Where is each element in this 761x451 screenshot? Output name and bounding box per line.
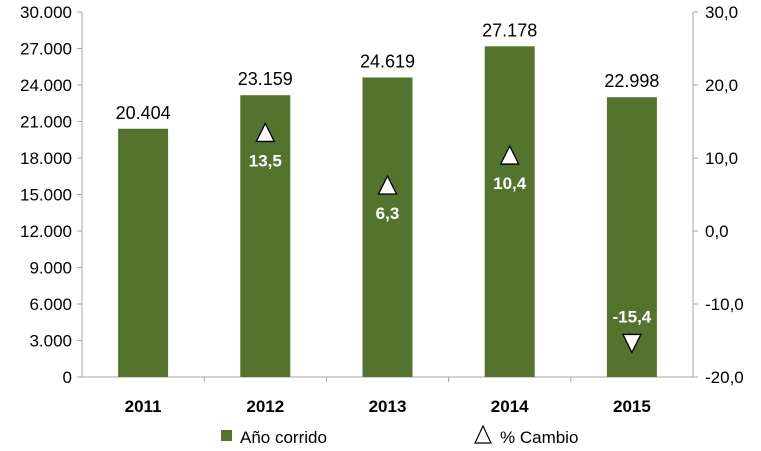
- legend-label-change: % Cambio: [500, 428, 578, 447]
- right-tick-label: -10,0: [705, 295, 744, 314]
- category-label: 2011: [125, 397, 162, 416]
- legend-triangle-icon: [474, 424, 492, 444]
- change-markers: 13,5 6,3 10,4 -15,4: [249, 121, 652, 354]
- left-tick-label: 30.000: [20, 3, 72, 22]
- right-tick-label: 10,0: [705, 149, 738, 168]
- left-axis-ticks: 0 3.000 6.000 9.000 12.000 15.000 18.000 21.000…: [20, 3, 82, 387]
- right-tick-label: 30,0: [705, 3, 738, 22]
- category-label: 2013: [369, 397, 407, 416]
- category-label: 2015: [613, 397, 651, 416]
- left-tick-label: 18.000: [20, 149, 72, 168]
- change-marker-up-icon: [255, 121, 276, 143]
- bar-value-label: 20.404: [116, 103, 171, 123]
- change-marker-up-icon: [377, 174, 398, 195]
- right-axis-ticks: -20,0 -10,0 0,0 10,0 20,0 30,0: [693, 3, 744, 387]
- category-labels: 2011 2012 2013 2014 2015: [125, 377, 651, 416]
- category-label: 2014: [491, 397, 529, 416]
- bar: [484, 46, 535, 378]
- left-tick-label: 15.000: [20, 186, 72, 205]
- left-tick-label: 21.000: [20, 113, 72, 132]
- change-value-label: 13,5: [249, 151, 282, 170]
- bar-value-label: 27.178: [482, 20, 537, 40]
- legend-swatch-bars: [221, 430, 232, 441]
- bar: [118, 128, 169, 377]
- right-tick-label: 0,0: [705, 222, 729, 241]
- bar: [362, 77, 413, 377]
- left-tick-label: 3.000: [29, 332, 72, 351]
- legend: Año corrido % Cambio: [221, 424, 578, 447]
- change-value-label: 6,3: [376, 204, 400, 223]
- left-tick-label: 0: [63, 368, 72, 387]
- change-marker-up-icon: [499, 144, 520, 165]
- right-tick-label: 20,0: [705, 76, 738, 95]
- bar-value-label: 23.159: [238, 69, 293, 89]
- left-tick-label: 9.000: [29, 259, 72, 278]
- left-tick-label: 27.000: [20, 40, 72, 59]
- bar-value-label: 24.619: [360, 51, 415, 71]
- left-tick-label: 12.000: [20, 222, 72, 241]
- bar-series: 20.404 23.159 24.619 27.178 22.998: [116, 20, 659, 378]
- category-label: 2012: [246, 397, 284, 416]
- left-tick-label: 6.000: [29, 295, 72, 314]
- bar-value-label: 22.998: [604, 71, 659, 91]
- legend-label-bars: Año corrido: [240, 428, 327, 447]
- bar: [606, 97, 657, 377]
- bar: [240, 95, 291, 377]
- right-tick-label: -20,0: [705, 368, 744, 387]
- change-value-label: 10,4: [493, 174, 527, 193]
- change-value-label: -15,4: [613, 307, 652, 326]
- left-tick-label: 24.000: [20, 76, 72, 95]
- change-marker-down-icon: [621, 333, 642, 354]
